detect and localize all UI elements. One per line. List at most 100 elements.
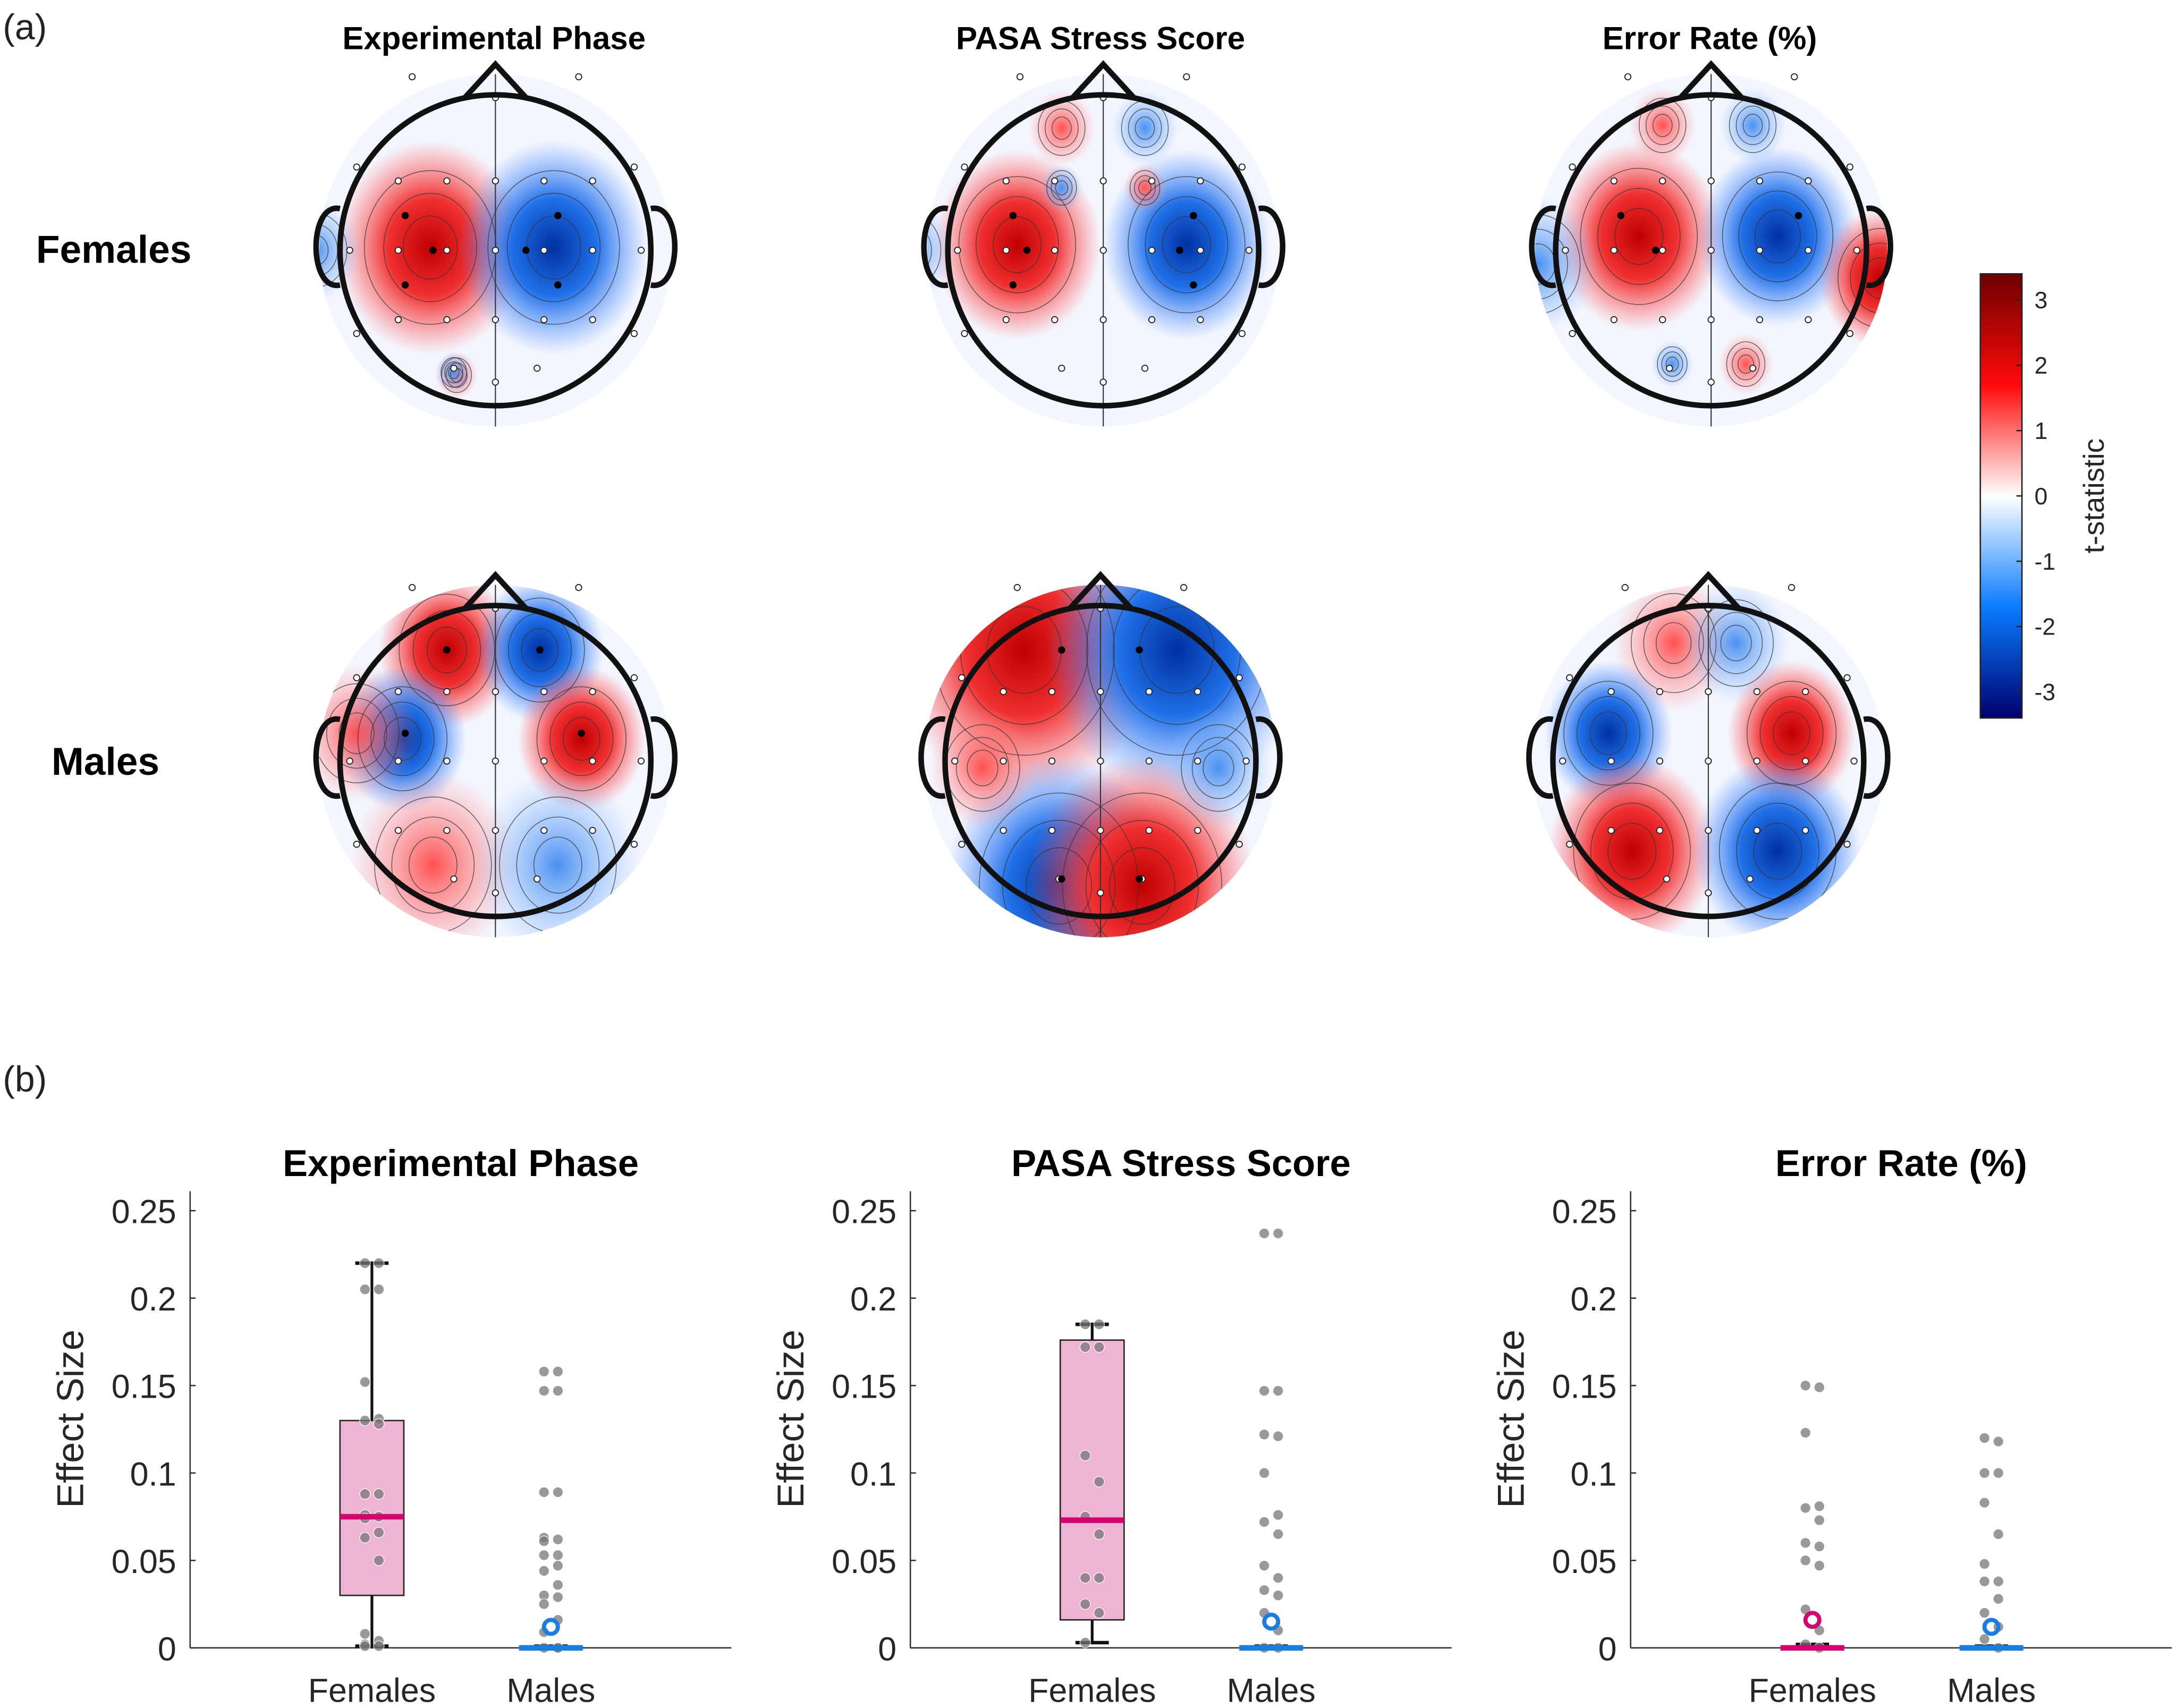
data-point	[359, 1257, 371, 1269]
topo-row-label-females: Females	[36, 228, 192, 271]
colorbar-tick-label: -3	[2035, 680, 2055, 706]
y-tick-label: 0.2	[850, 1281, 896, 1318]
data-point	[1272, 1430, 1284, 1442]
data-point	[359, 1488, 371, 1500]
data-point	[1272, 1385, 1284, 1397]
y-tick-label: 0.05	[1552, 1543, 1617, 1580]
group-males: Males	[1947, 1432, 2036, 1708]
box	[339, 1419, 405, 1596]
data-point	[1799, 1380, 1811, 1391]
data-point	[1093, 1528, 1105, 1540]
data-point	[1079, 1450, 1091, 1461]
data-point	[1272, 1572, 1284, 1584]
data-point	[1978, 1467, 1991, 1479]
data-point	[1093, 1318, 1105, 1330]
data-point	[538, 1486, 550, 1498]
data-point	[1258, 1228, 1270, 1239]
mean-marker	[1803, 1611, 1822, 1629]
data-point	[538, 1385, 550, 1397]
data-point	[1258, 1560, 1270, 1571]
head-outline	[337, 603, 654, 919]
data-point	[1978, 1432, 1991, 1444]
x-tick-label: Females	[1028, 1672, 1156, 1708]
data-point	[1978, 1558, 1991, 1570]
left-ear-outline	[1529, 205, 1556, 289]
nose-outline	[1070, 60, 1136, 100]
y-tick-label: 0.2	[130, 1281, 176, 1318]
data-point	[1079, 1598, 1091, 1610]
y-tick-label: 0.2	[1570, 1281, 1616, 1318]
data-point	[359, 1376, 371, 1388]
boxplot-title: Error Rate (%)	[1775, 1142, 2027, 1184]
group-females: Females	[1749, 1380, 1876, 1708]
nose-outline	[1068, 571, 1133, 611]
data-point	[1799, 1427, 1811, 1439]
data-point	[538, 1535, 550, 1547]
topomap-females-2	[1529, 60, 1893, 427]
data-point	[552, 1549, 564, 1561]
data-point	[373, 1257, 385, 1269]
data-point	[552, 1385, 564, 1397]
boxplot-title: Experimental Phase	[283, 1142, 639, 1184]
nose-outline	[463, 60, 528, 100]
data-point	[538, 1549, 550, 1561]
data-point	[359, 1628, 371, 1640]
data-point	[1799, 1502, 1811, 1514]
y-tick-label: 0.1	[130, 1456, 176, 1493]
data-point	[1093, 1572, 1105, 1584]
nose-outline	[463, 571, 528, 611]
data-point	[1079, 1341, 1091, 1353]
topo-row-label-males: Males	[52, 740, 159, 783]
head-outline	[337, 92, 654, 409]
data-point	[552, 1591, 564, 1603]
boxplot-1: PASA Stress Score Effect Size 0 0.05 0.1 0.15…	[769, 1142, 1452, 1708]
y-tick-label: 0	[878, 1630, 896, 1668]
topo-col-title-2: Error Rate (%)	[1603, 20, 1817, 56]
data-point	[1814, 1500, 1825, 1512]
data-point	[373, 1283, 385, 1295]
group-females: Females	[1028, 1318, 1156, 1708]
topo-col-title-1: PASA Stress Score	[956, 20, 1245, 56]
y-tick-label: 0.25	[112, 1194, 176, 1231]
data-point	[552, 1366, 564, 1377]
colorbar-tick-label: 2	[2035, 353, 2048, 379]
data-point	[359, 1415, 371, 1426]
mean-marker	[541, 1618, 560, 1636]
y-tick-label: 0	[1598, 1630, 1617, 1668]
data-point	[552, 1534, 564, 1545]
topomap-males-1	[918, 571, 1283, 937]
colorbar-label: t-statistic	[2077, 438, 2110, 553]
colorbar-tick-label: 1	[2035, 418, 2048, 444]
topo-col-title-0: Experimental Phase	[342, 20, 646, 56]
boxplots: Experimental Phase Effect Size 0 0.05 0.1 0.1…	[49, 1142, 2172, 1708]
y-axis-label: Effect Size	[1490, 1330, 1532, 1508]
data-point	[1093, 1607, 1105, 1619]
data-point	[1093, 1341, 1105, 1353]
topomap-females-0	[313, 60, 678, 427]
nose-outline	[1678, 60, 1744, 100]
y-tick-label: 0.15	[832, 1368, 896, 1406]
data-point	[373, 1418, 385, 1430]
data-point	[1993, 1467, 2004, 1479]
y-tick-label: 0.25	[832, 1194, 896, 1231]
left-ear-outline	[918, 716, 946, 799]
data-point	[1258, 1385, 1270, 1397]
data-point	[1978, 1633, 1991, 1645]
x-tick-label: Males	[506, 1672, 595, 1708]
data-point	[552, 1560, 564, 1571]
data-point	[1799, 1554, 1811, 1567]
data-point	[1814, 1560, 1825, 1571]
data-point	[359, 1532, 371, 1544]
data-point	[1079, 1572, 1091, 1584]
y-tick-label: 0.1	[1570, 1456, 1616, 1493]
head-outline	[945, 92, 1261, 409]
y-tick-label: 0.25	[1552, 1194, 1617, 1231]
y-tick-label: 0.1	[850, 1456, 896, 1493]
data-point	[1272, 1509, 1284, 1521]
y-axis-label: Effect Size	[49, 1330, 91, 1508]
data-point	[552, 1486, 564, 1498]
boxplot-title: PASA Stress Score	[1011, 1142, 1351, 1184]
y-tick-label: 0.05	[112, 1543, 176, 1580]
boxplot-2: Error Rate (%) Effect Size 0 0.05 0.1 0.15 0.2…	[1490, 1142, 2172, 1708]
box	[1059, 1339, 1125, 1621]
